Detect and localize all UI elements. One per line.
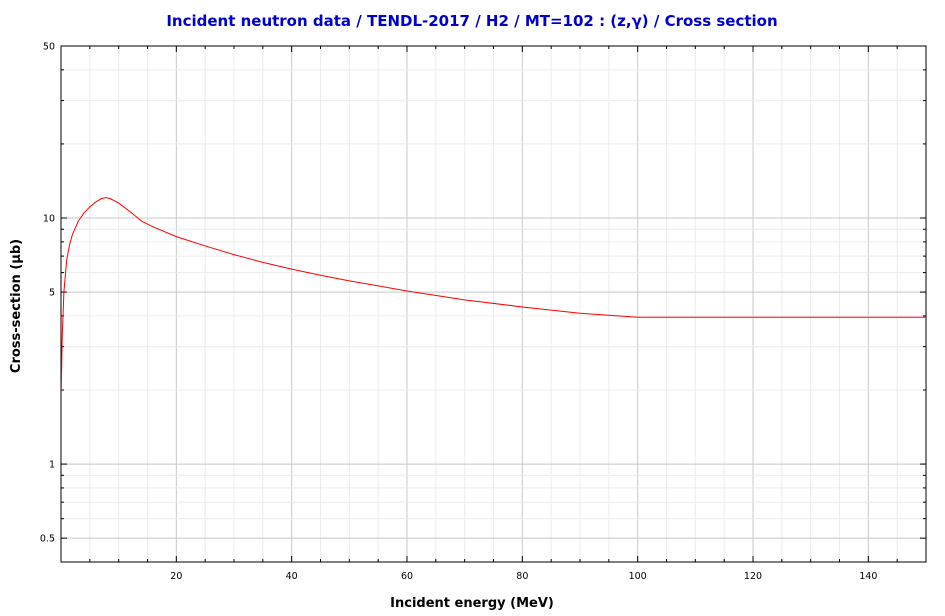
series-line (60, 197, 926, 391)
y-tick-label: 50 (43, 42, 55, 53)
y-tick-label: 0.5 (40, 534, 55, 545)
chart-title: Incident neutron data / TENDL-2017 / H2 … (166, 12, 777, 30)
x-axis-tick-labels: 20 40 60 80 100 120 140 (170, 571, 877, 582)
x-axis-label: Incident energy (MeV) (390, 596, 554, 611)
x-tick-label: 120 (744, 571, 762, 582)
x-tick-label: 80 (516, 571, 528, 582)
y-tick-label: 1 (49, 460, 55, 471)
y-axis-tick-labels: 0.5 1 5 10 50 (40, 42, 55, 545)
y-tick-label: 5 (49, 288, 55, 299)
x-tick-label: 100 (629, 571, 647, 582)
grid (61, 46, 926, 562)
x-tick-label: 60 (401, 571, 413, 582)
x-tick-label: 40 (286, 571, 298, 582)
y-tick-label: 10 (43, 214, 55, 225)
series-layer (60, 197, 926, 391)
x-tick-label: 140 (859, 571, 877, 582)
y-axis-label: Cross-section (µb) (9, 239, 24, 373)
x-tick-label: 20 (170, 571, 182, 582)
